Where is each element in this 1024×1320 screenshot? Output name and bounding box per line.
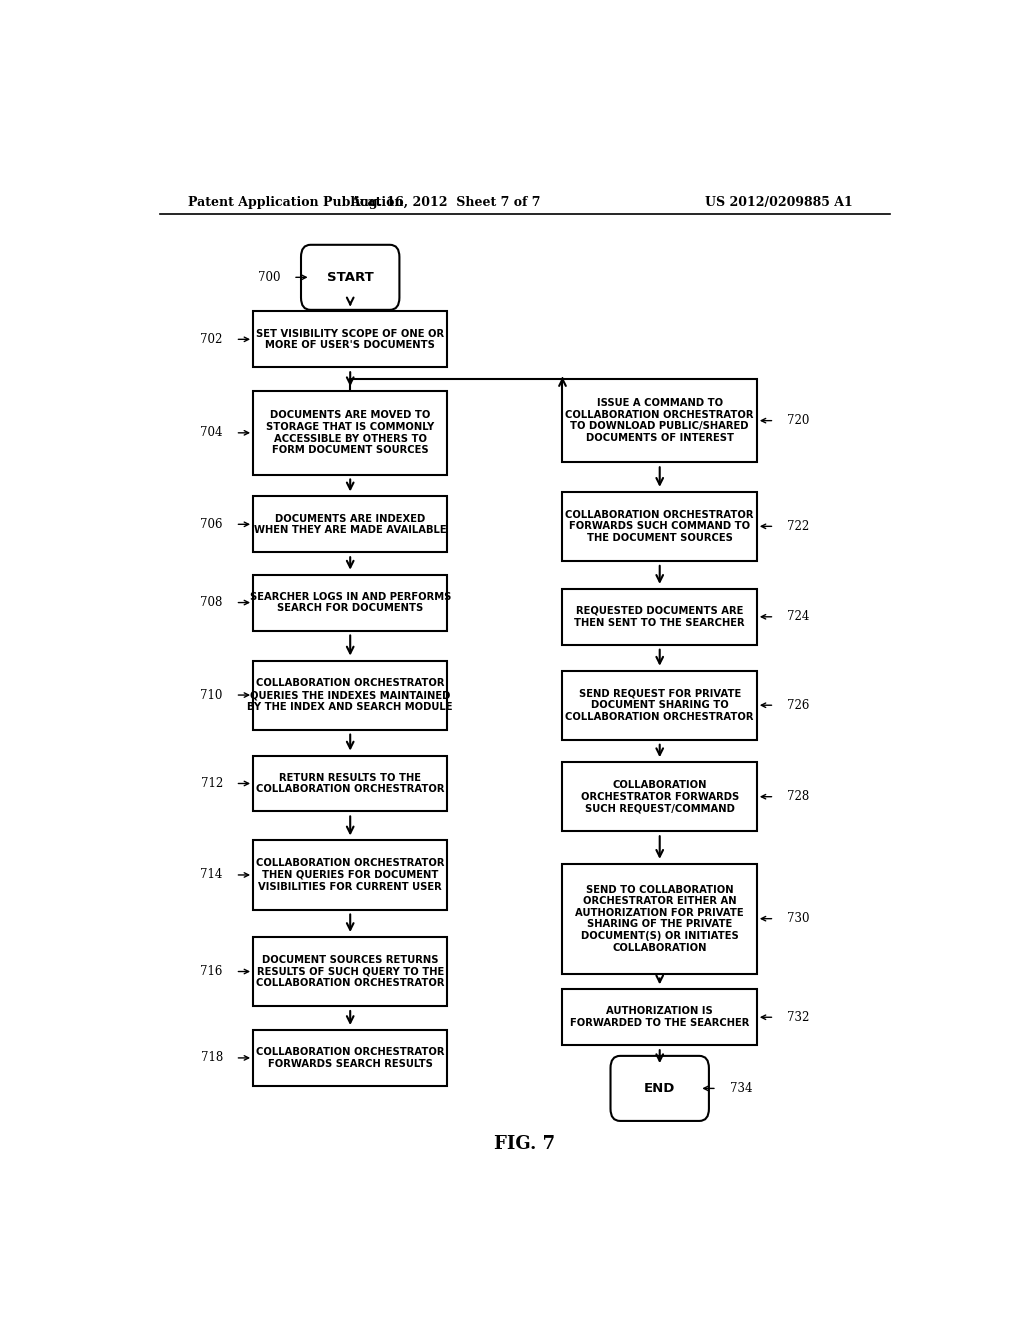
Text: DOCUMENT SOURCES RETURNS
RESULTS OF SUCH QUERY TO THE
COLLABORATION ORCHESTRATOR: DOCUMENT SOURCES RETURNS RESULTS OF SUCH…	[256, 954, 444, 989]
Bar	[562, 863, 757, 974]
Text: RETURN RESULTS TO THE
COLLABORATION ORCHESTRATOR: RETURN RESULTS TO THE COLLABORATION ORCH…	[256, 772, 444, 795]
Text: SEND REQUEST FOR PRIVATE
DOCUMENT SHARING TO
COLLABORATION ORCHESTRATOR: SEND REQUEST FOR PRIVATE DOCUMENT SHARIN…	[565, 689, 754, 722]
Text: END: END	[644, 1082, 676, 1094]
Text: 728: 728	[787, 791, 809, 803]
Text: US 2012/0209885 A1: US 2012/0209885 A1	[705, 195, 853, 209]
Text: 734: 734	[729, 1082, 752, 1094]
Text: SEARCHER LOGS IN AND PERFORMS
SEARCH FOR DOCUMENTS: SEARCHER LOGS IN AND PERFORMS SEARCH FOR…	[250, 591, 451, 614]
Text: AUTHORIZATION IS
FORWARDED TO THE SEARCHER: AUTHORIZATION IS FORWARDED TO THE SEARCH…	[570, 1006, 750, 1028]
Text: COLLABORATION ORCHESTRATOR
QUERIES THE INDEXES MAINTAINED
BY THE INDEX AND SEARC: COLLABORATION ORCHESTRATOR QUERIES THE I…	[248, 678, 453, 711]
Text: COLLABORATION ORCHESTRATOR
FORWARDS SEARCH RESULTS: COLLABORATION ORCHESTRATOR FORWARDS SEAR…	[256, 1047, 444, 1069]
Text: COLLABORATION ORCHESTRATOR
THEN QUERIES FOR DOCUMENT
VISIBILITIES FOR CURRENT US: COLLABORATION ORCHESTRATOR THEN QUERIES …	[256, 858, 444, 891]
Text: 724: 724	[787, 610, 809, 623]
Text: Patent Application Publication: Patent Application Publication	[187, 195, 403, 209]
Text: COLLABORATION
ORCHESTRATOR FORWARDS
SUCH REQUEST/COMMAND: COLLABORATION ORCHESTRATOR FORWARDS SUCH…	[581, 780, 739, 813]
Text: DOCUMENTS ARE MOVED TO
STORAGE THAT IS COMMONLY
ACCESSIBLE BY OTHERS TO
FORM DOC: DOCUMENTS ARE MOVED TO STORAGE THAT IS C…	[266, 411, 434, 455]
Text: FIG. 7: FIG. 7	[495, 1135, 555, 1154]
Bar	[253, 574, 447, 631]
Bar	[562, 379, 757, 462]
Bar	[253, 391, 447, 474]
Text: 716: 716	[201, 965, 223, 978]
Text: 722: 722	[787, 520, 809, 533]
Bar	[253, 312, 447, 367]
Bar	[253, 755, 447, 812]
Bar	[253, 496, 447, 552]
Text: 718: 718	[201, 1052, 223, 1064]
Bar	[562, 671, 757, 739]
Text: 712: 712	[201, 777, 223, 789]
Text: 702: 702	[201, 333, 223, 346]
Text: 704: 704	[201, 426, 223, 440]
Text: 700: 700	[258, 271, 281, 284]
Text: 714: 714	[201, 869, 223, 882]
Bar	[253, 660, 447, 730]
Bar	[562, 989, 757, 1045]
Text: 710: 710	[201, 689, 223, 701]
Bar	[562, 492, 757, 561]
Bar	[253, 1030, 447, 1086]
Text: 720: 720	[787, 414, 809, 428]
Bar	[253, 937, 447, 1006]
Text: 708: 708	[201, 597, 223, 609]
Text: Aug. 16, 2012  Sheet 7 of 7: Aug. 16, 2012 Sheet 7 of 7	[350, 195, 541, 209]
Bar	[562, 589, 757, 644]
Text: COLLABORATION ORCHESTRATOR
FORWARDS SUCH COMMAND TO
THE DOCUMENT SOURCES: COLLABORATION ORCHESTRATOR FORWARDS SUCH…	[565, 510, 754, 543]
Bar	[562, 762, 757, 832]
Text: ISSUE A COMMAND TO
COLLABORATION ORCHESTRATOR
TO DOWNLOAD PUBLIC/SHARED
DOCUMENT: ISSUE A COMMAND TO COLLABORATION ORCHEST…	[565, 399, 754, 444]
FancyBboxPatch shape	[610, 1056, 709, 1121]
Text: DOCUMENTS ARE INDEXED
WHEN THEY ARE MADE AVAILABLE: DOCUMENTS ARE INDEXED WHEN THEY ARE MADE…	[254, 513, 446, 535]
FancyBboxPatch shape	[301, 244, 399, 310]
Text: SET VISIBILITY SCOPE OF ONE OR
MORE OF USER'S DOCUMENTS: SET VISIBILITY SCOPE OF ONE OR MORE OF U…	[256, 329, 444, 350]
Text: 730: 730	[787, 912, 810, 925]
Text: REQUESTED DOCUMENTS ARE
THEN SENT TO THE SEARCHER: REQUESTED DOCUMENTS ARE THEN SENT TO THE…	[574, 606, 745, 627]
Text: SEND TO COLLABORATION
ORCHESTRATOR EITHER AN
AUTHORIZATION FOR PRIVATE
SHARING O: SEND TO COLLABORATION ORCHESTRATOR EITHE…	[575, 884, 744, 953]
Text: START: START	[327, 271, 374, 284]
Bar	[253, 841, 447, 909]
Text: 706: 706	[201, 517, 223, 531]
Text: 732: 732	[787, 1011, 809, 1024]
Text: 726: 726	[787, 698, 809, 711]
